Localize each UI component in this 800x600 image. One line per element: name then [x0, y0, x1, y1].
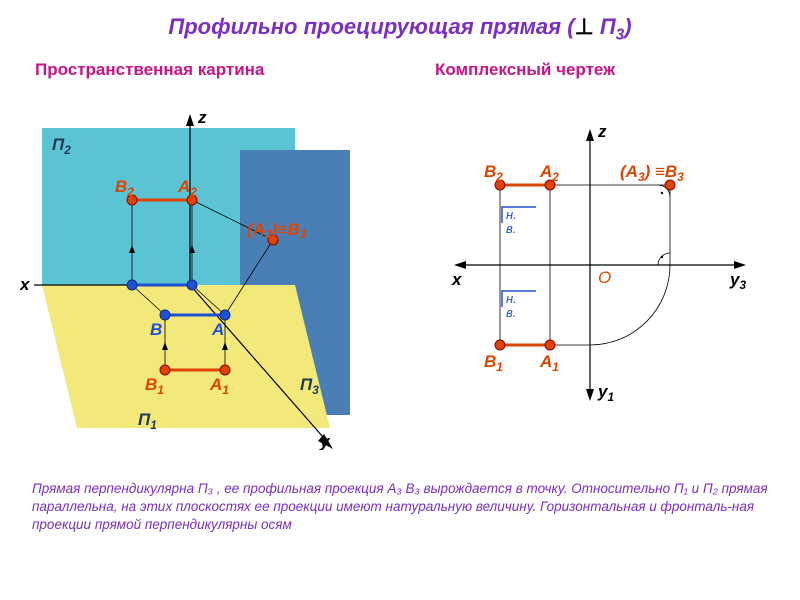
- point-b1: [160, 365, 170, 375]
- label-nv2: н.: [506, 291, 517, 306]
- label-a3b3: (А3)≡В3: [247, 220, 306, 241]
- plane-pi1: [42, 285, 330, 428]
- label-y: у: [319, 432, 331, 450]
- point-a: [220, 310, 230, 320]
- label-b: В: [150, 320, 162, 339]
- arrow-z-icon: [586, 129, 594, 141]
- subtitle-left: Пространственная картина: [35, 60, 264, 80]
- label-a1: А1: [539, 352, 559, 374]
- label-a2: А2: [539, 162, 559, 184]
- page-title: Профильно проецирующая прямая (⊥ П3): [0, 0, 800, 44]
- label-a3b3: (А3) ≡В3: [620, 162, 684, 184]
- label-y3: у3: [729, 270, 746, 292]
- label-z: z: [197, 108, 207, 127]
- label-o: О: [598, 268, 611, 287]
- title-close: ): [624, 14, 631, 39]
- title-sub: 3: [616, 26, 625, 43]
- perp-icon: ⊥: [575, 14, 594, 39]
- caption: Прямая перпендикулярна П₃ , ее профильна…: [32, 480, 772, 535]
- subtitle-right: Комплексный чертеж: [435, 60, 615, 80]
- diagram-2d: н. в. н. в. z х у3 у1 О В2 А2 (А3) ≡В3 В…: [440, 115, 770, 415]
- label-x: х: [451, 270, 463, 289]
- right-angle-dot-icon: [661, 192, 663, 194]
- title-main: Профильно проецирующая прямая (: [168, 14, 574, 39]
- point-bm: [127, 280, 137, 290]
- label-nv2b: в.: [506, 305, 516, 320]
- point-am: [187, 280, 197, 290]
- right-angle-dot-icon: [661, 256, 663, 258]
- arrow-z-icon: [186, 114, 194, 126]
- label-y1: у1: [597, 382, 614, 404]
- point-a1: [220, 365, 230, 375]
- point-a3b3: [665, 180, 675, 190]
- label-nv1: н.: [506, 207, 517, 222]
- label-b1: В1: [484, 352, 503, 374]
- arrow-x-icon: [454, 261, 466, 269]
- label-a: А: [211, 320, 224, 339]
- title-pi: П: [594, 14, 616, 39]
- point-b: [160, 310, 170, 320]
- point-b1: [495, 340, 505, 350]
- arrow-y1-icon: [586, 389, 594, 401]
- label-nv1b: в.: [506, 221, 516, 236]
- label-z: z: [597, 122, 607, 141]
- diagram-3d: П2 П1 П3 z х у В2 А2 (А3)≡В3 В А В1 А1: [20, 90, 380, 450]
- label-x: х: [20, 275, 31, 294]
- label-b2: В2: [484, 162, 503, 184]
- arrow-y3-icon: [734, 261, 746, 269]
- point-a1: [545, 340, 555, 350]
- right-angle-icon: [658, 253, 670, 265]
